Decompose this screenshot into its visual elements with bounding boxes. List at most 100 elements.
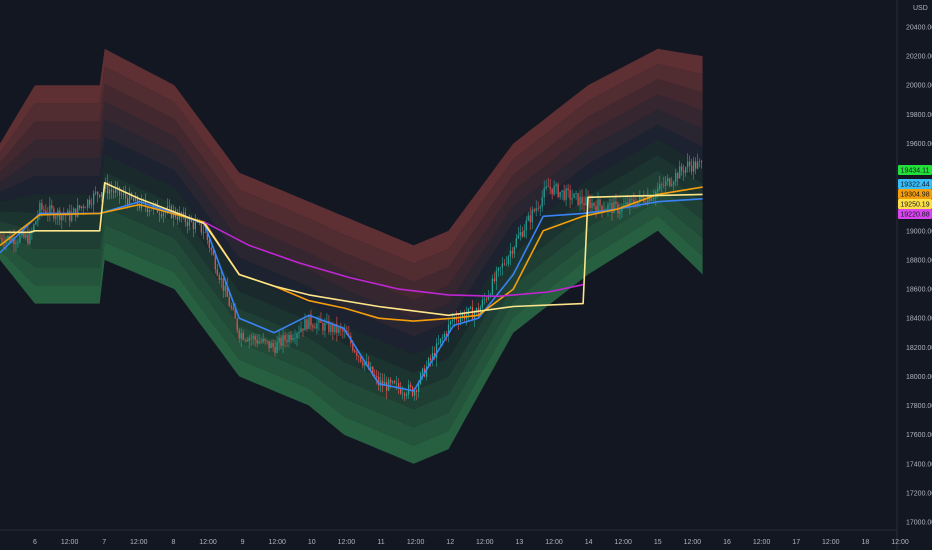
candle-body	[577, 193, 579, 205]
candle-body	[555, 184, 557, 187]
candle-body	[685, 167, 687, 173]
candle-body	[447, 324, 450, 336]
candle-body	[613, 201, 615, 213]
candle-body	[539, 206, 541, 209]
last-value-label: 19220.88	[900, 212, 929, 219]
price-tick-label: 18800.00	[906, 257, 932, 264]
candle-body	[210, 247, 212, 251]
candle-body	[451, 319, 454, 322]
candle-body	[382, 380, 384, 386]
candle-body	[99, 194, 101, 197]
candle-body	[264, 339, 266, 341]
candle-body	[563, 190, 565, 200]
candle-body	[537, 208, 539, 209]
candle-body	[270, 343, 272, 349]
candle-body	[182, 212, 184, 217]
lower-band-1	[0, 139, 703, 373]
candle-body	[322, 322, 324, 331]
candle-body	[128, 193, 131, 205]
candle-body	[597, 199, 599, 211]
upper-band-1	[0, 124, 703, 355]
candle-body	[312, 325, 314, 328]
candle-body	[290, 334, 292, 340]
time-tick-label: 12:00	[476, 539, 494, 546]
candle-body	[585, 196, 587, 206]
candle-body	[503, 263, 505, 265]
price-tick-label: 17200.00	[906, 490, 932, 497]
candle-body	[83, 206, 85, 209]
candle-body	[41, 203, 43, 210]
candle-body	[701, 161, 703, 163]
candle-body	[202, 232, 204, 233]
candle-body	[487, 295, 489, 300]
candle-body	[374, 375, 376, 377]
time-tick-label: 16	[723, 539, 731, 546]
candle-body	[669, 178, 671, 186]
candle-body	[204, 232, 206, 233]
candle-body	[19, 235, 21, 243]
candle-body	[567, 188, 569, 191]
time-tick-label: 15	[654, 539, 662, 546]
candle-body	[89, 199, 91, 205]
candle-body	[376, 376, 378, 377]
candle-body	[525, 220, 527, 231]
candle-body	[404, 393, 406, 396]
candle-body	[535, 208, 537, 211]
candle-body	[675, 173, 677, 183]
candle-body	[589, 199, 591, 208]
candle-body	[557, 184, 559, 197]
candle-body	[386, 382, 388, 391]
price-tick-label: 18600.00	[906, 287, 932, 294]
time-tick-label: 17	[792, 539, 800, 546]
candle-body	[661, 184, 663, 185]
candle-body	[146, 207, 149, 213]
indicator-line-1	[0, 198, 703, 392]
candle-body	[256, 339, 258, 344]
candle-body	[543, 188, 545, 198]
candle-body	[695, 161, 697, 169]
candle-body	[553, 186, 555, 195]
time-axis[interactable]: 6 12:00 7 12:00 8 12:00 9 12:00 10 12:00 11 12:00 12…	[33, 539, 909, 546]
candle-body	[619, 211, 621, 214]
candle-body	[246, 339, 248, 342]
time-tick-label: 9	[241, 539, 245, 546]
candle-body	[457, 320, 460, 322]
candle-body	[200, 222, 202, 233]
candle-body	[693, 161, 695, 172]
candle-body	[262, 339, 264, 342]
candle-body	[641, 195, 643, 198]
candle-body	[230, 306, 232, 308]
candle-body	[511, 250, 513, 254]
time-tick-label: 12:00	[268, 539, 286, 546]
price-tick-label: 17400.00	[906, 461, 932, 468]
time-tick-label: 12:00	[199, 539, 217, 546]
time-tick-label: 12:00	[61, 539, 79, 546]
candle-body	[609, 203, 611, 205]
candle-body	[192, 221, 194, 230]
candle-body	[445, 333, 448, 336]
candle-body	[595, 205, 597, 211]
candle-body	[328, 320, 330, 332]
candle-body	[21, 231, 23, 236]
last-value-badges: 19434.11 19322.44 19304.98 19250.19 19220.88	[898, 165, 932, 219]
candle-body	[398, 382, 400, 389]
candle-body	[507, 256, 509, 264]
candle-body	[625, 202, 627, 205]
upper-band-2	[0, 109, 703, 337]
candle-body	[194, 222, 196, 230]
candle-body	[533, 209, 535, 211]
time-tick-label: 12:00	[545, 539, 563, 546]
time-tick-label: 12	[446, 539, 454, 546]
candle-body	[124, 193, 127, 199]
price-tick-label: 20000.00	[906, 83, 932, 90]
candle-body	[615, 201, 617, 204]
time-tick-label: 12:00	[684, 539, 702, 546]
candle-body	[599, 199, 601, 206]
candle-body	[368, 361, 370, 370]
candle-body	[671, 184, 673, 186]
candle-body	[132, 198, 135, 202]
last-value-badge	[898, 209, 932, 219]
candle-body	[97, 191, 99, 195]
candle-body	[105, 182, 107, 189]
